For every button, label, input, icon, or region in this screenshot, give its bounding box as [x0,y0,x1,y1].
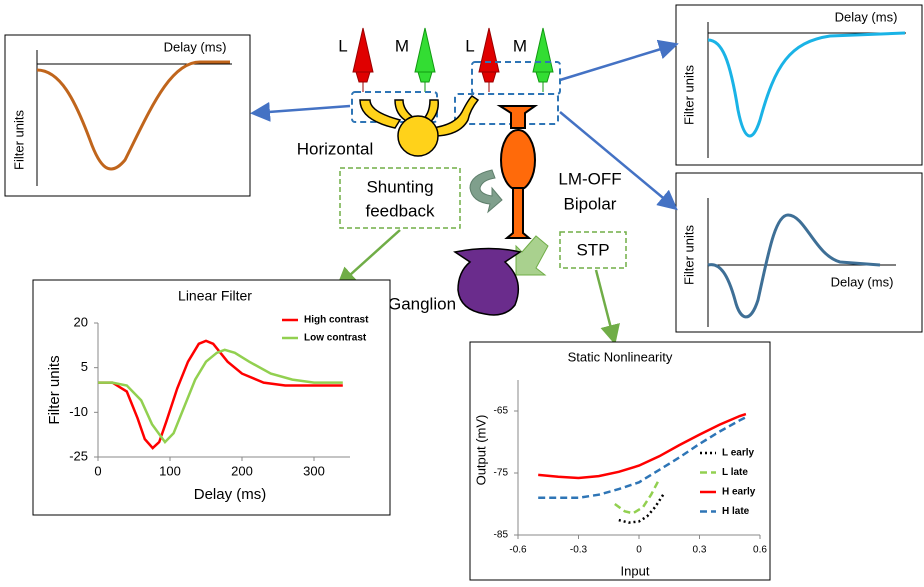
line [614,478,661,515]
y-label: Filter units [681,225,696,285]
y-tick-label: -85 [494,530,509,541]
x-tick-label: -0.6 [509,545,527,556]
line [618,494,665,524]
chart-title: Linear Filter [178,288,252,304]
y-label: Filter units [11,110,26,170]
stp-label: STP [576,240,609,259]
x-tick-label: 0 [636,545,642,556]
cone-label: M [395,36,409,55]
inset-3: Delay (ms) Filter units [675,172,923,333]
line [98,348,343,445]
line [538,416,747,500]
line [98,339,343,450]
y-tick-label: -25 [69,448,88,463]
y-tick-label: -65 [494,406,509,417]
y-tick-label: 20 [74,314,88,329]
shunting-label: Shunting [366,177,433,196]
stp-arrow [515,235,549,276]
y-axis-label: Output (mV) [473,415,488,486]
legend-label: Low contrast [304,333,367,344]
y-tick-label: -75 [494,468,509,479]
line [538,412,747,480]
horizontal-label: Horizontal [297,139,374,158]
shunting-box: Shunting feedback [339,167,461,229]
ganglion-cell: Ganglion [388,247,522,316]
legend-label: L early [722,448,754,459]
shunting-label: feedback [366,201,435,220]
ganglion-label: Ganglion [388,294,456,313]
x-label: Delay (ms) [835,9,898,24]
x-tick-label: 0.3 [693,545,707,556]
x-tick-label: 0.6 [753,545,767,556]
x-tick-label: 0 [94,463,101,478]
arrows [250,39,679,345]
x-axis-label: Input [621,563,650,578]
inset-1: Delay (ms) Filter units [4,34,251,197]
bipolar-cell: LM-OFF Bipolar [496,105,622,239]
y-tick-label: -10 [69,404,88,419]
x-tick-label: 300 [303,463,325,478]
legend-label: H early [722,487,756,498]
y-axis-label: Filter units [46,355,63,424]
bipolar-label: LM-OFF [558,169,621,188]
x-label: Delay (ms) [831,274,894,289]
inset-2: Delay (ms) Filter units [675,4,923,166]
cones: L M L M [338,27,554,92]
cone-label: L [465,36,474,55]
chart-frame [469,341,771,581]
cone-label: L [338,36,347,55]
charts: Linear Filter Delay (ms) Filter units -25 -1… [46,288,767,579]
x-label: Delay (ms) [164,39,227,54]
cone-label: M [513,36,527,55]
horizontal-cell: Horizontal [297,95,480,158]
bipolar-label: Bipolar [564,194,617,213]
chart-frame [32,279,391,516]
x-tick-label: 200 [231,463,253,478]
x-tick-label: 100 [159,463,181,478]
feedback-arrow [469,169,503,214]
chart-title: Static Nonlinearity [568,349,673,364]
legend-label: High contrast [304,315,369,326]
stp-box: STP [559,231,627,269]
x-axis-label: Delay (ms) [194,486,267,503]
legend-label: L late [722,467,748,478]
x-tick-label: -0.3 [570,545,588,556]
y-tick-label: 5 [81,359,88,374]
legend-label: H late [722,506,750,517]
y-label: Filter units [681,65,696,125]
